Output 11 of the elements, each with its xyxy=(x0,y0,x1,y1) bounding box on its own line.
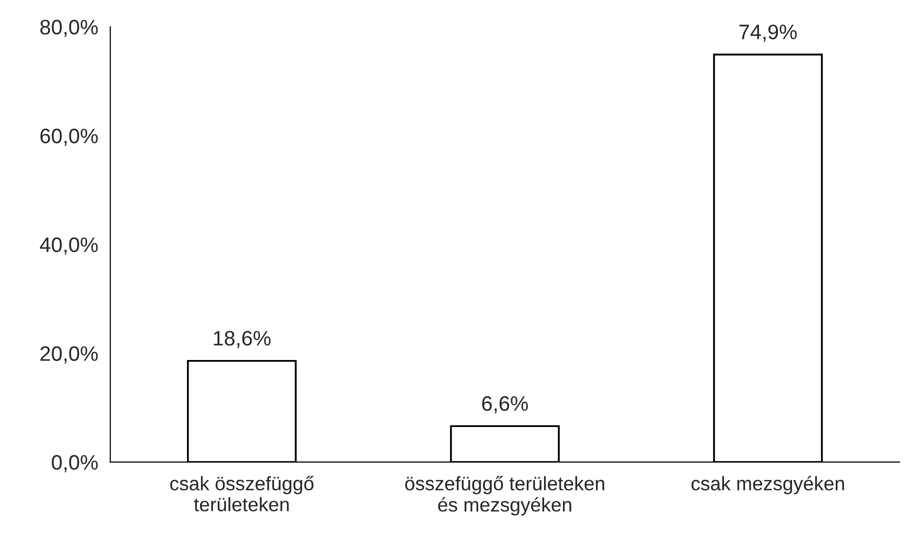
y-tick-label: 60,0% xyxy=(40,128,98,146)
x-tick-label: összefüggő területeken és mezsgyéken xyxy=(405,476,604,516)
data-label: 18,6% xyxy=(214,330,271,348)
y-tick-label: 80,0% xyxy=(40,20,98,38)
y-tick-label: 40,0% xyxy=(40,237,98,255)
y-tick-label: 20,0% xyxy=(40,346,98,364)
data-label: 6,6% xyxy=(482,396,528,414)
y-tick-label: 0,0% xyxy=(52,455,98,472)
x-tick-label: csak mezsgyéken xyxy=(692,476,844,494)
x-tick-label: csak összefüggő területeken xyxy=(170,476,314,512)
data-label: 74,9% xyxy=(739,24,797,42)
